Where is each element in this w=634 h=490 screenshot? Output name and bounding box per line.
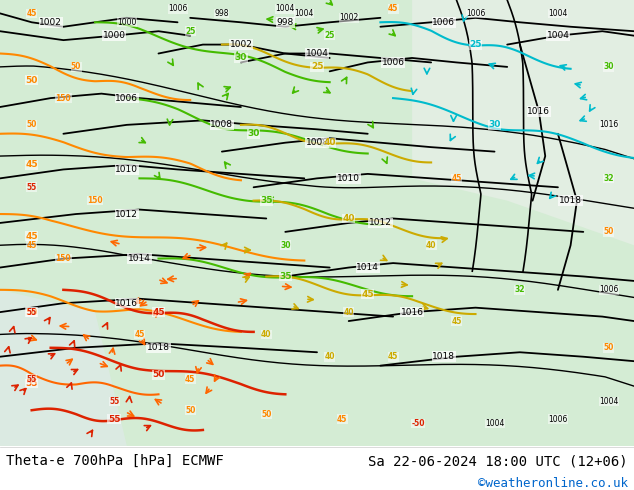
Text: 1002: 1002: [339, 13, 358, 23]
Text: 1004: 1004: [485, 419, 504, 428]
Text: 1006: 1006: [548, 415, 567, 424]
Text: 1004: 1004: [295, 9, 314, 18]
Text: 1006: 1006: [599, 285, 618, 294]
Text: 1016: 1016: [401, 308, 424, 317]
Text: 1018: 1018: [559, 196, 582, 205]
Text: 1018: 1018: [147, 343, 170, 352]
Text: 1010: 1010: [115, 165, 138, 174]
Text: 55: 55: [109, 397, 119, 406]
Text: 45: 45: [337, 415, 347, 424]
Text: 25: 25: [185, 27, 195, 36]
Text: 45: 45: [185, 374, 195, 384]
Text: 32: 32: [515, 285, 525, 294]
Text: 1002: 1002: [39, 18, 62, 27]
Text: 1004: 1004: [599, 397, 618, 406]
Text: 1004: 1004: [548, 9, 567, 18]
Text: 1004: 1004: [306, 49, 328, 58]
Text: 150: 150: [87, 196, 103, 205]
Text: 30: 30: [247, 129, 260, 138]
Text: Sa 22-06-2024 18:00 UTC (12+06): Sa 22-06-2024 18:00 UTC (12+06): [368, 454, 628, 468]
Text: 50: 50: [25, 308, 38, 317]
Text: 25: 25: [469, 40, 482, 49]
Text: 30: 30: [280, 241, 290, 250]
Text: 45: 45: [451, 317, 462, 325]
Text: 1000: 1000: [117, 18, 136, 27]
Text: 30: 30: [235, 53, 247, 62]
Text: 1016: 1016: [599, 121, 618, 129]
Text: 50: 50: [71, 62, 81, 72]
Text: 55: 55: [27, 308, 37, 317]
Text: 30: 30: [488, 121, 501, 129]
Text: 1002: 1002: [230, 40, 252, 49]
Polygon shape: [0, 290, 127, 446]
Text: 45: 45: [27, 241, 37, 250]
Text: 1000: 1000: [103, 31, 126, 40]
Text: 1016: 1016: [115, 299, 138, 308]
Text: 50: 50: [185, 406, 195, 415]
Text: 1018: 1018: [432, 352, 455, 361]
Text: 50: 50: [25, 76, 38, 85]
Text: 45: 45: [152, 308, 165, 317]
Text: 1006: 1006: [115, 94, 138, 102]
Text: 30: 30: [604, 62, 614, 72]
Text: 45: 45: [361, 290, 374, 299]
Text: 1006: 1006: [432, 18, 455, 27]
Text: 1004: 1004: [547, 31, 569, 40]
Text: 40: 40: [325, 352, 335, 361]
Text: 1010: 1010: [337, 174, 360, 183]
Text: 45: 45: [388, 4, 398, 13]
Text: 150: 150: [56, 94, 71, 102]
Text: 40: 40: [323, 138, 336, 147]
Text: 40: 40: [344, 308, 354, 317]
Text: 25: 25: [325, 31, 335, 40]
Text: 1004: 1004: [276, 4, 295, 13]
Text: 40: 40: [426, 241, 436, 250]
Text: -50: -50: [411, 419, 425, 428]
Text: 45: 45: [25, 232, 38, 241]
Text: 50: 50: [152, 370, 165, 379]
Text: 1006: 1006: [466, 9, 485, 18]
Text: 45: 45: [134, 330, 145, 339]
Text: 150: 150: [56, 254, 71, 263]
Text: 25: 25: [311, 62, 323, 72]
Text: 45: 45: [25, 161, 38, 170]
Text: 40: 40: [342, 214, 355, 223]
Text: 1012: 1012: [369, 219, 392, 227]
Text: 55: 55: [27, 183, 37, 192]
Text: 32: 32: [604, 174, 614, 183]
Text: 35: 35: [260, 196, 273, 205]
Text: 1014: 1014: [128, 254, 151, 263]
Text: 1006: 1006: [382, 58, 404, 67]
Text: 55: 55: [108, 415, 120, 424]
Text: 45: 45: [27, 9, 37, 18]
Text: 998: 998: [215, 9, 229, 18]
Text: 50: 50: [27, 121, 37, 129]
Text: ©weatheronline.co.uk: ©weatheronline.co.uk: [477, 477, 628, 490]
Text: 45: 45: [451, 174, 462, 183]
Text: 35: 35: [279, 272, 292, 281]
Text: 50: 50: [604, 227, 614, 236]
Text: 40: 40: [261, 330, 271, 339]
Text: 1008: 1008: [210, 121, 233, 129]
Text: 1012: 1012: [115, 210, 138, 219]
Text: 55: 55: [25, 379, 38, 388]
Text: Theta-e 700hPa [hPa] ECMWF: Theta-e 700hPa [hPa] ECMWF: [6, 454, 224, 468]
Text: 50: 50: [604, 343, 614, 352]
Text: 998: 998: [276, 18, 294, 27]
Text: 1016: 1016: [527, 107, 550, 116]
Text: 1006: 1006: [168, 4, 187, 13]
Text: 50: 50: [261, 410, 271, 419]
Text: 1014: 1014: [356, 263, 379, 272]
Text: 55: 55: [27, 374, 37, 384]
Text: 45: 45: [388, 352, 398, 361]
Text: 1008: 1008: [306, 138, 328, 147]
Polygon shape: [412, 0, 634, 245]
